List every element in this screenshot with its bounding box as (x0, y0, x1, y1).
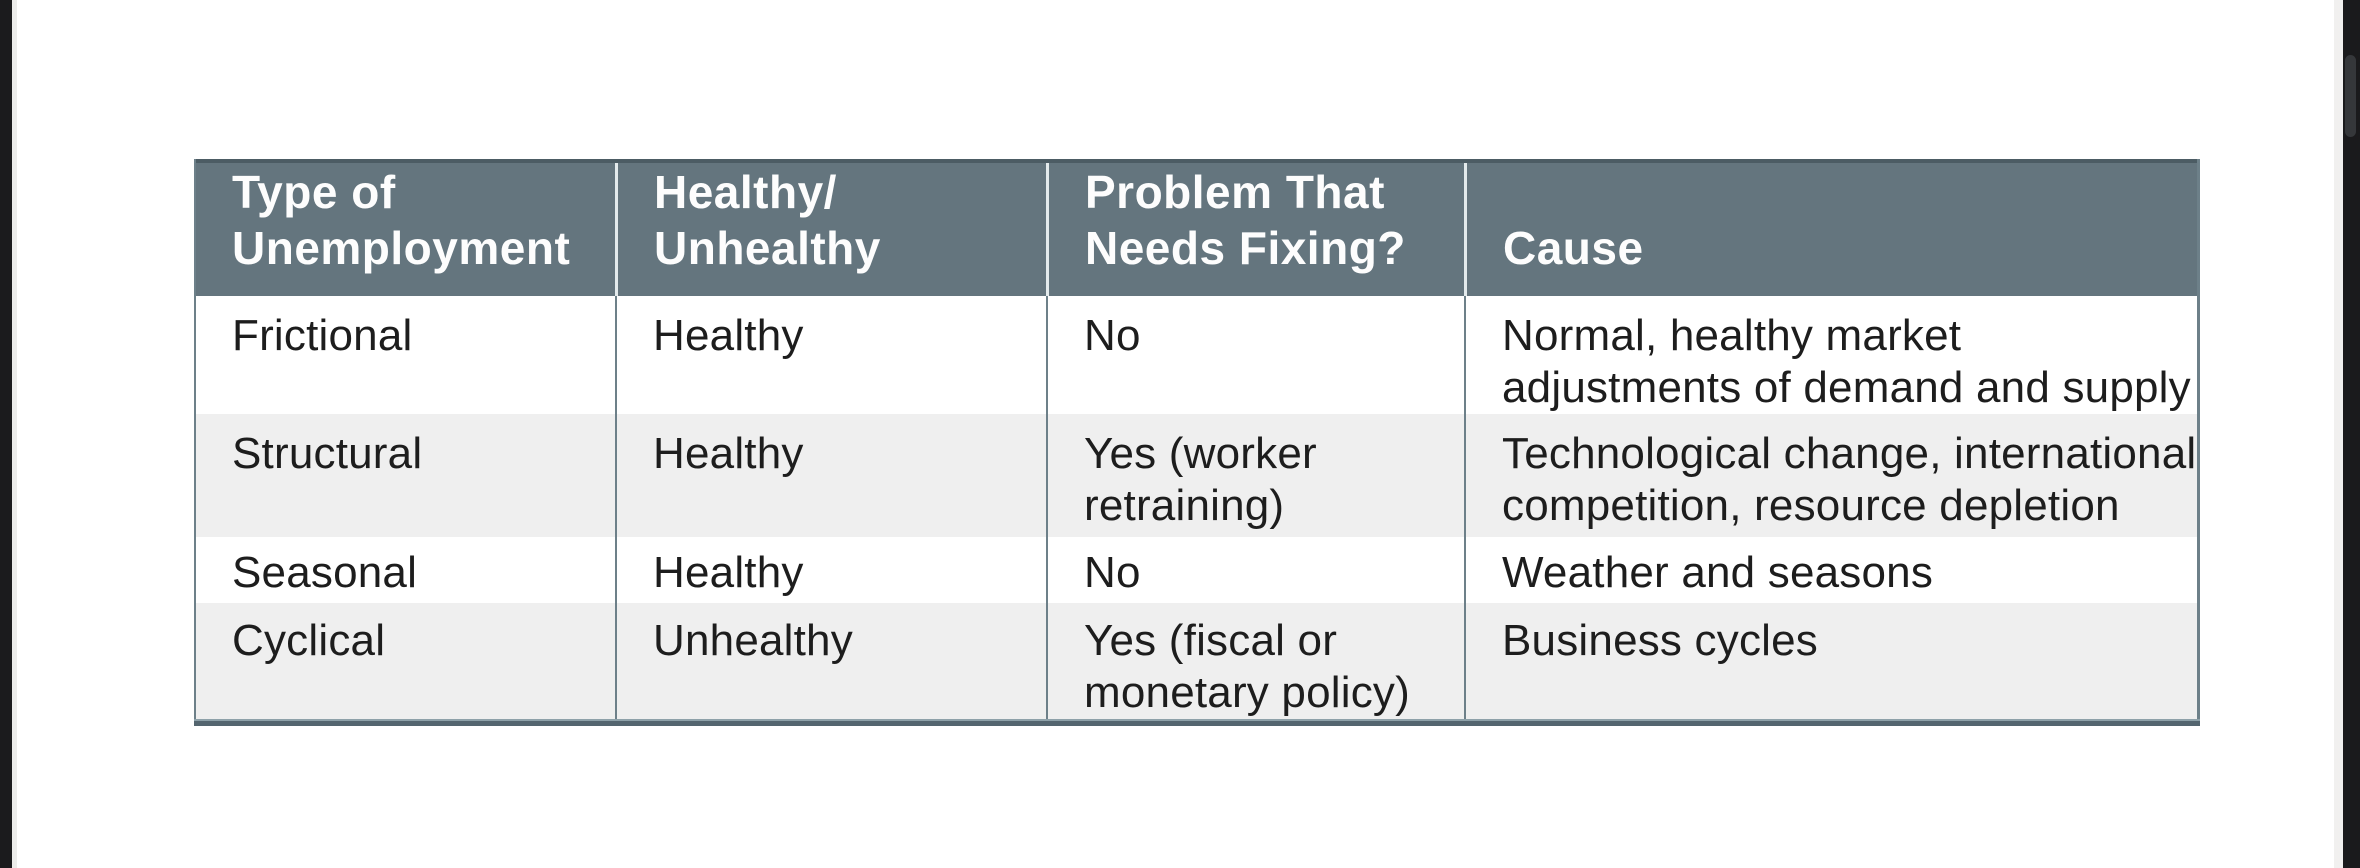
cell-healthy: Healthy (615, 296, 1046, 414)
page-right-edge (2334, 0, 2343, 868)
cell-text: Yes (worker (1084, 429, 1317, 478)
cell-text: Yes (fiscal or (1084, 616, 1338, 665)
cell-text: Normal, healthy market (1502, 311, 1962, 360)
cell-text: adjustments of demand and supply (1502, 363, 2191, 412)
header-row: Type of Unemployment Healthy/ Unhealthy … (196, 159, 2197, 296)
cell-type: Frictional (196, 296, 615, 414)
table-row-structural: Structural Healthy Yes (worker retrainin… (196, 414, 2197, 537)
cell-type: Cyclical (196, 603, 615, 719)
header-cell-type-of-unemployment: Type of Unemployment (196, 163, 615, 296)
header-cell-healthy-unhealthy: Healthy/ Unhealthy (615, 163, 1046, 296)
cell-healthy: Unhealthy (615, 603, 1046, 719)
table-row-cyclical: Cyclical Unhealthy Yes (fiscal or moneta… (196, 603, 2197, 719)
header-text: Unemployment (232, 222, 571, 274)
cell-type: Structural (196, 414, 615, 537)
cell-text: Technological change, international (1502, 429, 2197, 478)
table-row-frictional: Frictional Healthy No Normal, healthy ma… (196, 296, 2197, 414)
cell-problem: Yes (worker retraining) (1046, 414, 1464, 537)
header-text: Cause (1503, 222, 1644, 274)
cell-cause: Technological change, international comp… (1464, 414, 2197, 537)
header-text: Healthy/ (654, 166, 837, 218)
cell-text: Healthy (653, 548, 804, 597)
table-row-seasonal: Seasonal Healthy No Weather and seasons (196, 537, 2197, 603)
cell-text: Business cycles (1502, 616, 1819, 665)
cell-text: No (1084, 548, 1141, 597)
header-text: Needs Fixing? (1085, 222, 1406, 274)
header-text: Type of (232, 166, 396, 218)
cell-cause: Normal, healthy market adjustments of de… (1464, 296, 2197, 414)
cell-text: competition, resource depletion (1502, 481, 2120, 530)
header-cell-problem-needs-fixing: Problem That Needs Fixing? (1046, 163, 1464, 296)
header-text: Problem That (1085, 166, 1385, 218)
cell-text: monetary policy) (1084, 668, 1410, 717)
table-bottom-border (194, 719, 2200, 726)
viewer-right-bar (2343, 0, 2360, 868)
cell-text: Unhealthy (653, 616, 853, 665)
cell-problem: No (1046, 296, 1464, 414)
cell-healthy: Healthy (615, 414, 1046, 537)
cell-text: Healthy (653, 311, 804, 360)
cell-cause: Business cycles (1464, 603, 2197, 719)
cell-text: Cyclical (232, 616, 386, 665)
cell-problem: Yes (fiscal or monetary policy) (1046, 603, 1464, 719)
header-cell-cause: Cause (1464, 163, 2197, 296)
cell-problem: No (1046, 537, 1464, 603)
cell-text: No (1084, 311, 1141, 360)
cell-text: Frictional (232, 311, 413, 360)
viewer-left-bar (0, 0, 12, 868)
cell-type: Seasonal (196, 537, 615, 603)
cell-text: retraining) (1084, 481, 1285, 530)
cell-text: Healthy (653, 429, 804, 478)
scrollbar-thumb[interactable] (2345, 55, 2356, 137)
cell-text: Structural (232, 429, 423, 478)
cell-text: Weather and seasons (1502, 548, 1934, 597)
cell-cause: Weather and seasons (1464, 537, 2197, 603)
cell-text: Seasonal (232, 548, 418, 597)
page-left-edge (12, 0, 17, 868)
unemployment-types-table: Type of Unemployment Healthy/ Unhealthy … (194, 159, 2200, 726)
header-text: Unhealthy (654, 222, 881, 274)
table-body: Type of Unemployment Healthy/ Unhealthy … (194, 159, 2200, 719)
cell-healthy: Healthy (615, 537, 1046, 603)
